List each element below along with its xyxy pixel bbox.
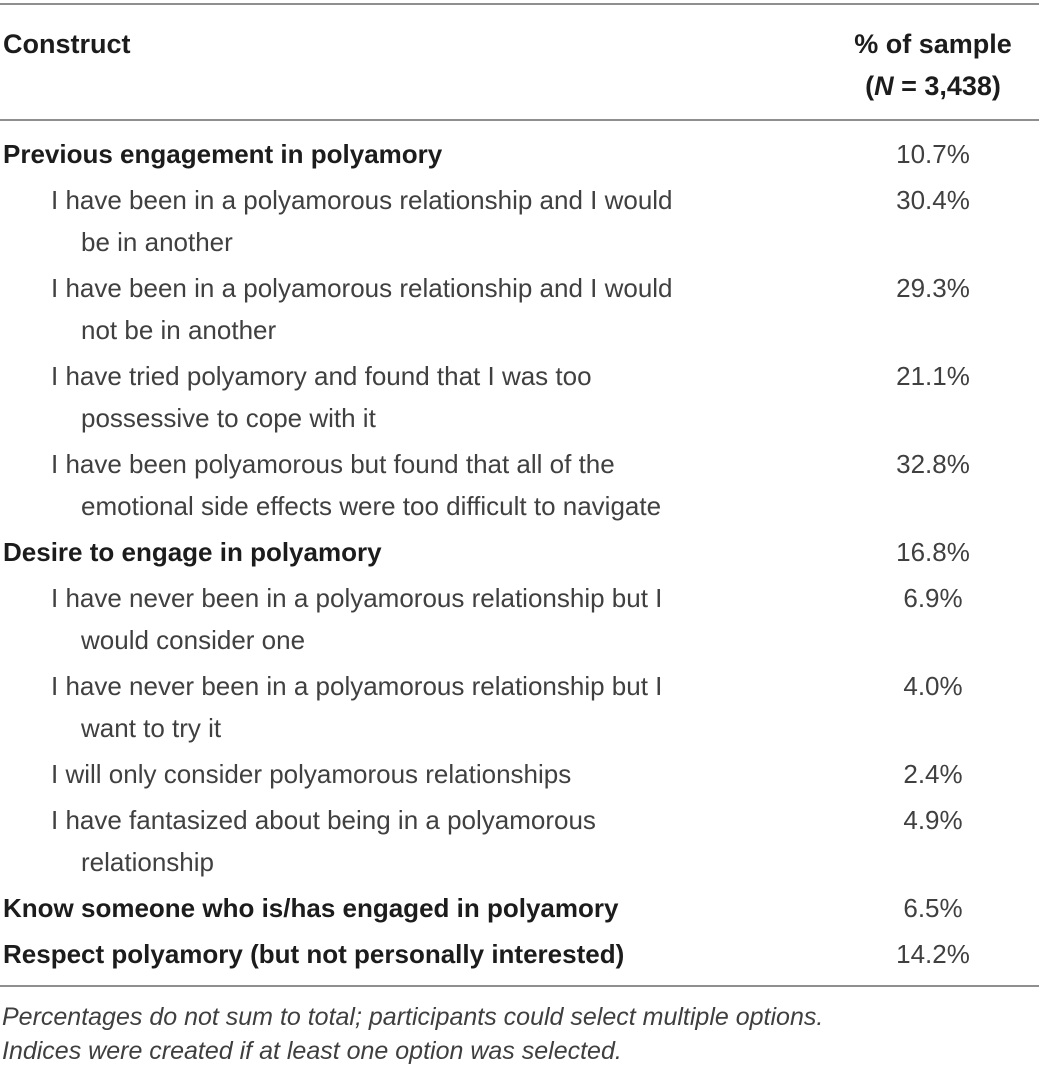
table-row: Respect polyamory (but not personally in…: [3, 933, 1033, 975]
row-label: I have never been in a polyamorous relat…: [51, 583, 663, 655]
sample-column-header: % of sample (N = 3,438): [833, 23, 1033, 107]
row-label: I have fantasized about being in a polya…: [51, 805, 596, 877]
row-value: 4.9%: [903, 805, 963, 835]
row-value: 6.5%: [903, 893, 963, 923]
row-value: 14.2%: [896, 939, 970, 969]
table-row: I have never been in a polyamorous relat…: [3, 665, 1033, 749]
table-row: I have been polyamorous but found that a…: [3, 443, 1033, 527]
table-row: I have been in a polyamorous relationshi…: [3, 179, 1033, 263]
table-row: Know someone who is/has engaged in polya…: [3, 887, 1033, 929]
row-label: I will only consider polyamorous relatio…: [51, 759, 572, 789]
construct-column-header: Construct: [3, 29, 131, 59]
row-label: I have tried polyamory and found that I …: [51, 361, 592, 433]
table-row: I have been in a polyamorous relationshi…: [3, 267, 1033, 351]
row-label: Respect polyamory (but not personally in…: [3, 939, 625, 969]
row-label: I have been in a polyamorous relationshi…: [51, 185, 673, 257]
top-rule: [0, 3, 1039, 5]
row-label: Desire to engage in polyamory: [3, 537, 382, 567]
row-value: 10.7%: [896, 139, 970, 169]
table-row: I will only consider polyamorous relatio…: [3, 753, 1033, 795]
table-row: I have tried polyamory and found that I …: [3, 355, 1033, 439]
row-label: Previous engagement in polyamory: [3, 139, 443, 169]
row-label: Know someone who is/has engaged in polya…: [3, 893, 619, 923]
row-value: 30.4%: [896, 185, 970, 215]
table-body: Previous engagement in polyamory 10.7% I…: [0, 121, 1039, 985]
row-label: I have been polyamorous but found that a…: [51, 449, 662, 521]
sample-header-line2: (N = 3,438): [833, 65, 1033, 107]
table-row: Desire to engage in polyamory 16.8%: [3, 531, 1033, 573]
row-value: 21.1%: [896, 361, 970, 391]
row-value: 6.9%: [903, 583, 963, 613]
sample-header-line1: % of sample: [854, 29, 1012, 59]
row-value: 32.8%: [896, 449, 970, 479]
row-value: 4.0%: [903, 671, 963, 701]
table-header: Construct % of sample (N = 3,438): [0, 5, 1039, 119]
sample-n-symbol: N: [874, 71, 894, 101]
table-row: I have fantasized about being in a polya…: [3, 799, 1033, 883]
row-label: I have been in a polyamorous relationshi…: [51, 273, 673, 345]
row-label: I have never been in a polyamorous relat…: [51, 671, 663, 743]
row-value: 16.8%: [896, 537, 970, 567]
row-value: 2.4%: [903, 759, 963, 789]
bottom-rule: [0, 985, 1039, 987]
table-row: I have never been in a polyamorous relat…: [3, 577, 1033, 661]
table-row: Previous engagement in polyamory 10.7%: [3, 133, 1033, 175]
table-footnote: Percentages do not sum to total; partici…: [2, 1003, 824, 1065]
header-rule: [0, 119, 1039, 121]
sample-n-suffix: = 3,438): [893, 71, 1001, 101]
percentages-table: Construct % of sample (N = 3,438) Previo…: [0, 3, 1039, 1068]
sample-n-prefix: (: [865, 71, 875, 101]
row-value: 29.3%: [896, 273, 970, 303]
